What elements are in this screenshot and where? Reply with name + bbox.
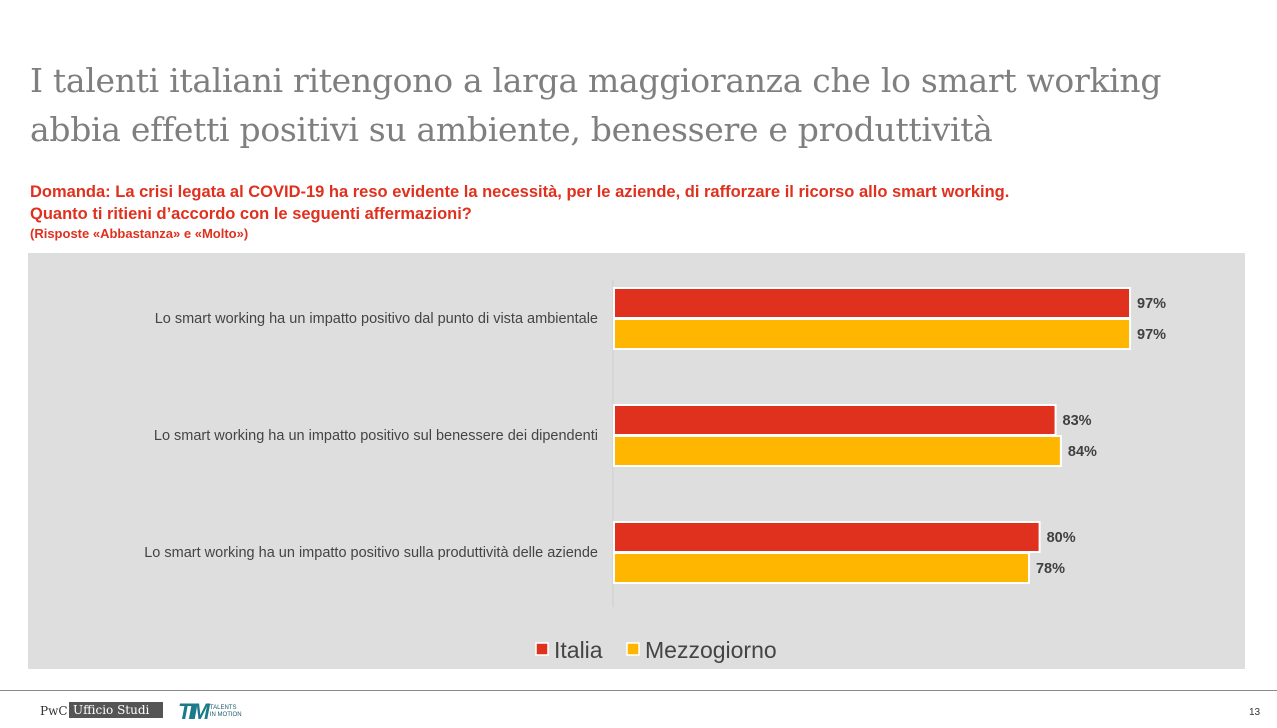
talents-in-motion-logo: TIM TALENTS IN MOTION xyxy=(178,699,242,724)
question-line-2: Quanto ti ritieni d’accordo con le segue… xyxy=(30,205,472,223)
category-label: Lo smart working ha un impatto positivo … xyxy=(155,311,598,327)
survey-question: Domanda: La crisi legata al COVID-19 ha … xyxy=(30,181,1009,243)
legend-swatch-italia xyxy=(535,642,549,656)
bar-italia xyxy=(613,404,1057,436)
bar-mezzogiorno xyxy=(613,552,1030,584)
page-number: 13 xyxy=(1249,707,1261,718)
category-label: Lo smart working ha un impatto positivo … xyxy=(144,545,598,561)
footer-divider xyxy=(0,690,1277,691)
data-label: 83% xyxy=(1063,413,1092,429)
ufficio-studi-label: Ufficio Studi xyxy=(69,702,164,718)
bar-italia xyxy=(613,521,1041,553)
data-label: 97% xyxy=(1137,327,1166,343)
legend-label-italia: Italia xyxy=(554,637,603,663)
bar-mezzogiorno xyxy=(613,318,1132,350)
bar-mezzogiorno xyxy=(613,435,1062,467)
page-title: I talenti italiani ritengono a larga mag… xyxy=(30,61,1162,149)
category-label: Lo smart working ha un impatto positivo … xyxy=(154,428,598,444)
pwc-brand: PwC xyxy=(40,704,68,718)
data-label: 97% xyxy=(1137,296,1166,312)
legend-label-mezzogiorno: Mezzogiorno xyxy=(645,637,777,663)
legend-swatch-mezzogiorno xyxy=(626,642,640,656)
bar-italia xyxy=(613,287,1132,319)
question-note: (Risposte «Abbastanza» e «Molto») xyxy=(30,226,249,241)
data-label: 84% xyxy=(1068,444,1097,460)
data-label: 80% xyxy=(1047,530,1076,546)
question-line-1: Domanda: La crisi legata al COVID-19 ha … xyxy=(30,183,1010,201)
data-label: 78% xyxy=(1036,561,1065,577)
